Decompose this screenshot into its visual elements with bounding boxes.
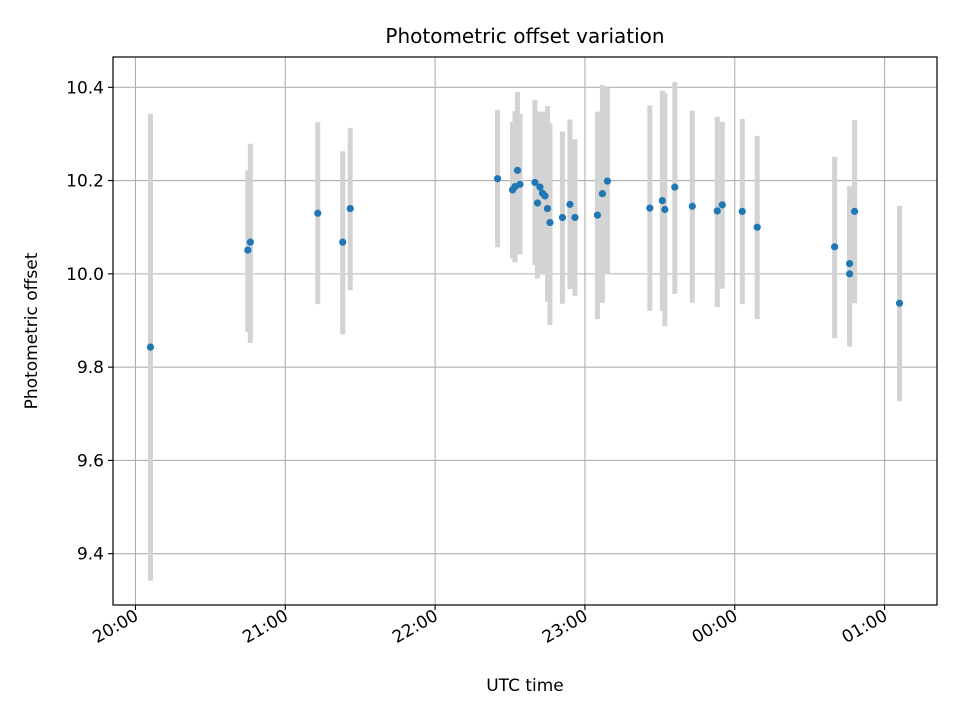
data-point [571,213,579,222]
data-point [314,209,322,217]
data-point [346,204,354,213]
data-point [646,204,654,212]
data-point [541,192,549,200]
grid [113,57,937,605]
data-point [603,177,612,185]
y-axis-label: Photometric offset [22,252,42,409]
data-point [566,200,574,208]
data-point [658,197,666,205]
y-tick-label: 10.2 [66,172,104,192]
data-point [895,299,904,307]
plot-area [113,57,937,605]
data-points [146,166,904,351]
data-point [593,211,602,219]
data-point [558,213,567,222]
x-axis-label: UTC time [486,676,564,696]
y-tick-label: 9.8 [77,358,104,378]
data-point [516,180,524,188]
data-point [713,207,721,215]
data-point [846,270,854,278]
data-point [543,204,552,213]
data-point [536,183,544,191]
data-point [688,202,696,210]
y-tick-label: 10.4 [66,78,104,98]
data-point [846,260,854,268]
data-point [851,207,859,215]
chart-title: Photometric offset variation [385,24,664,48]
data-point [661,205,669,214]
data-point [598,190,607,198]
data-point [533,199,542,207]
data-point [244,246,252,254]
plot-frame [112,56,938,606]
y-tick-label: 9.4 [77,545,104,565]
data-point [738,207,746,215]
data-point [546,218,554,227]
y-tick-label: 10.0 [66,265,104,285]
data-point [753,223,761,231]
data-point [513,166,522,174]
data-point [146,343,155,351]
data-point [246,238,254,246]
y-tick-label: 9.6 [77,451,104,471]
data-point [671,183,679,191]
y-axis-ticks: 9.4 9.6 9.8 10.0 10.2 10.4 [66,78,113,565]
data-point [531,178,539,187]
data-point [493,175,502,183]
data-point [831,243,839,251]
data-point [718,201,726,209]
data-point [339,238,347,246]
